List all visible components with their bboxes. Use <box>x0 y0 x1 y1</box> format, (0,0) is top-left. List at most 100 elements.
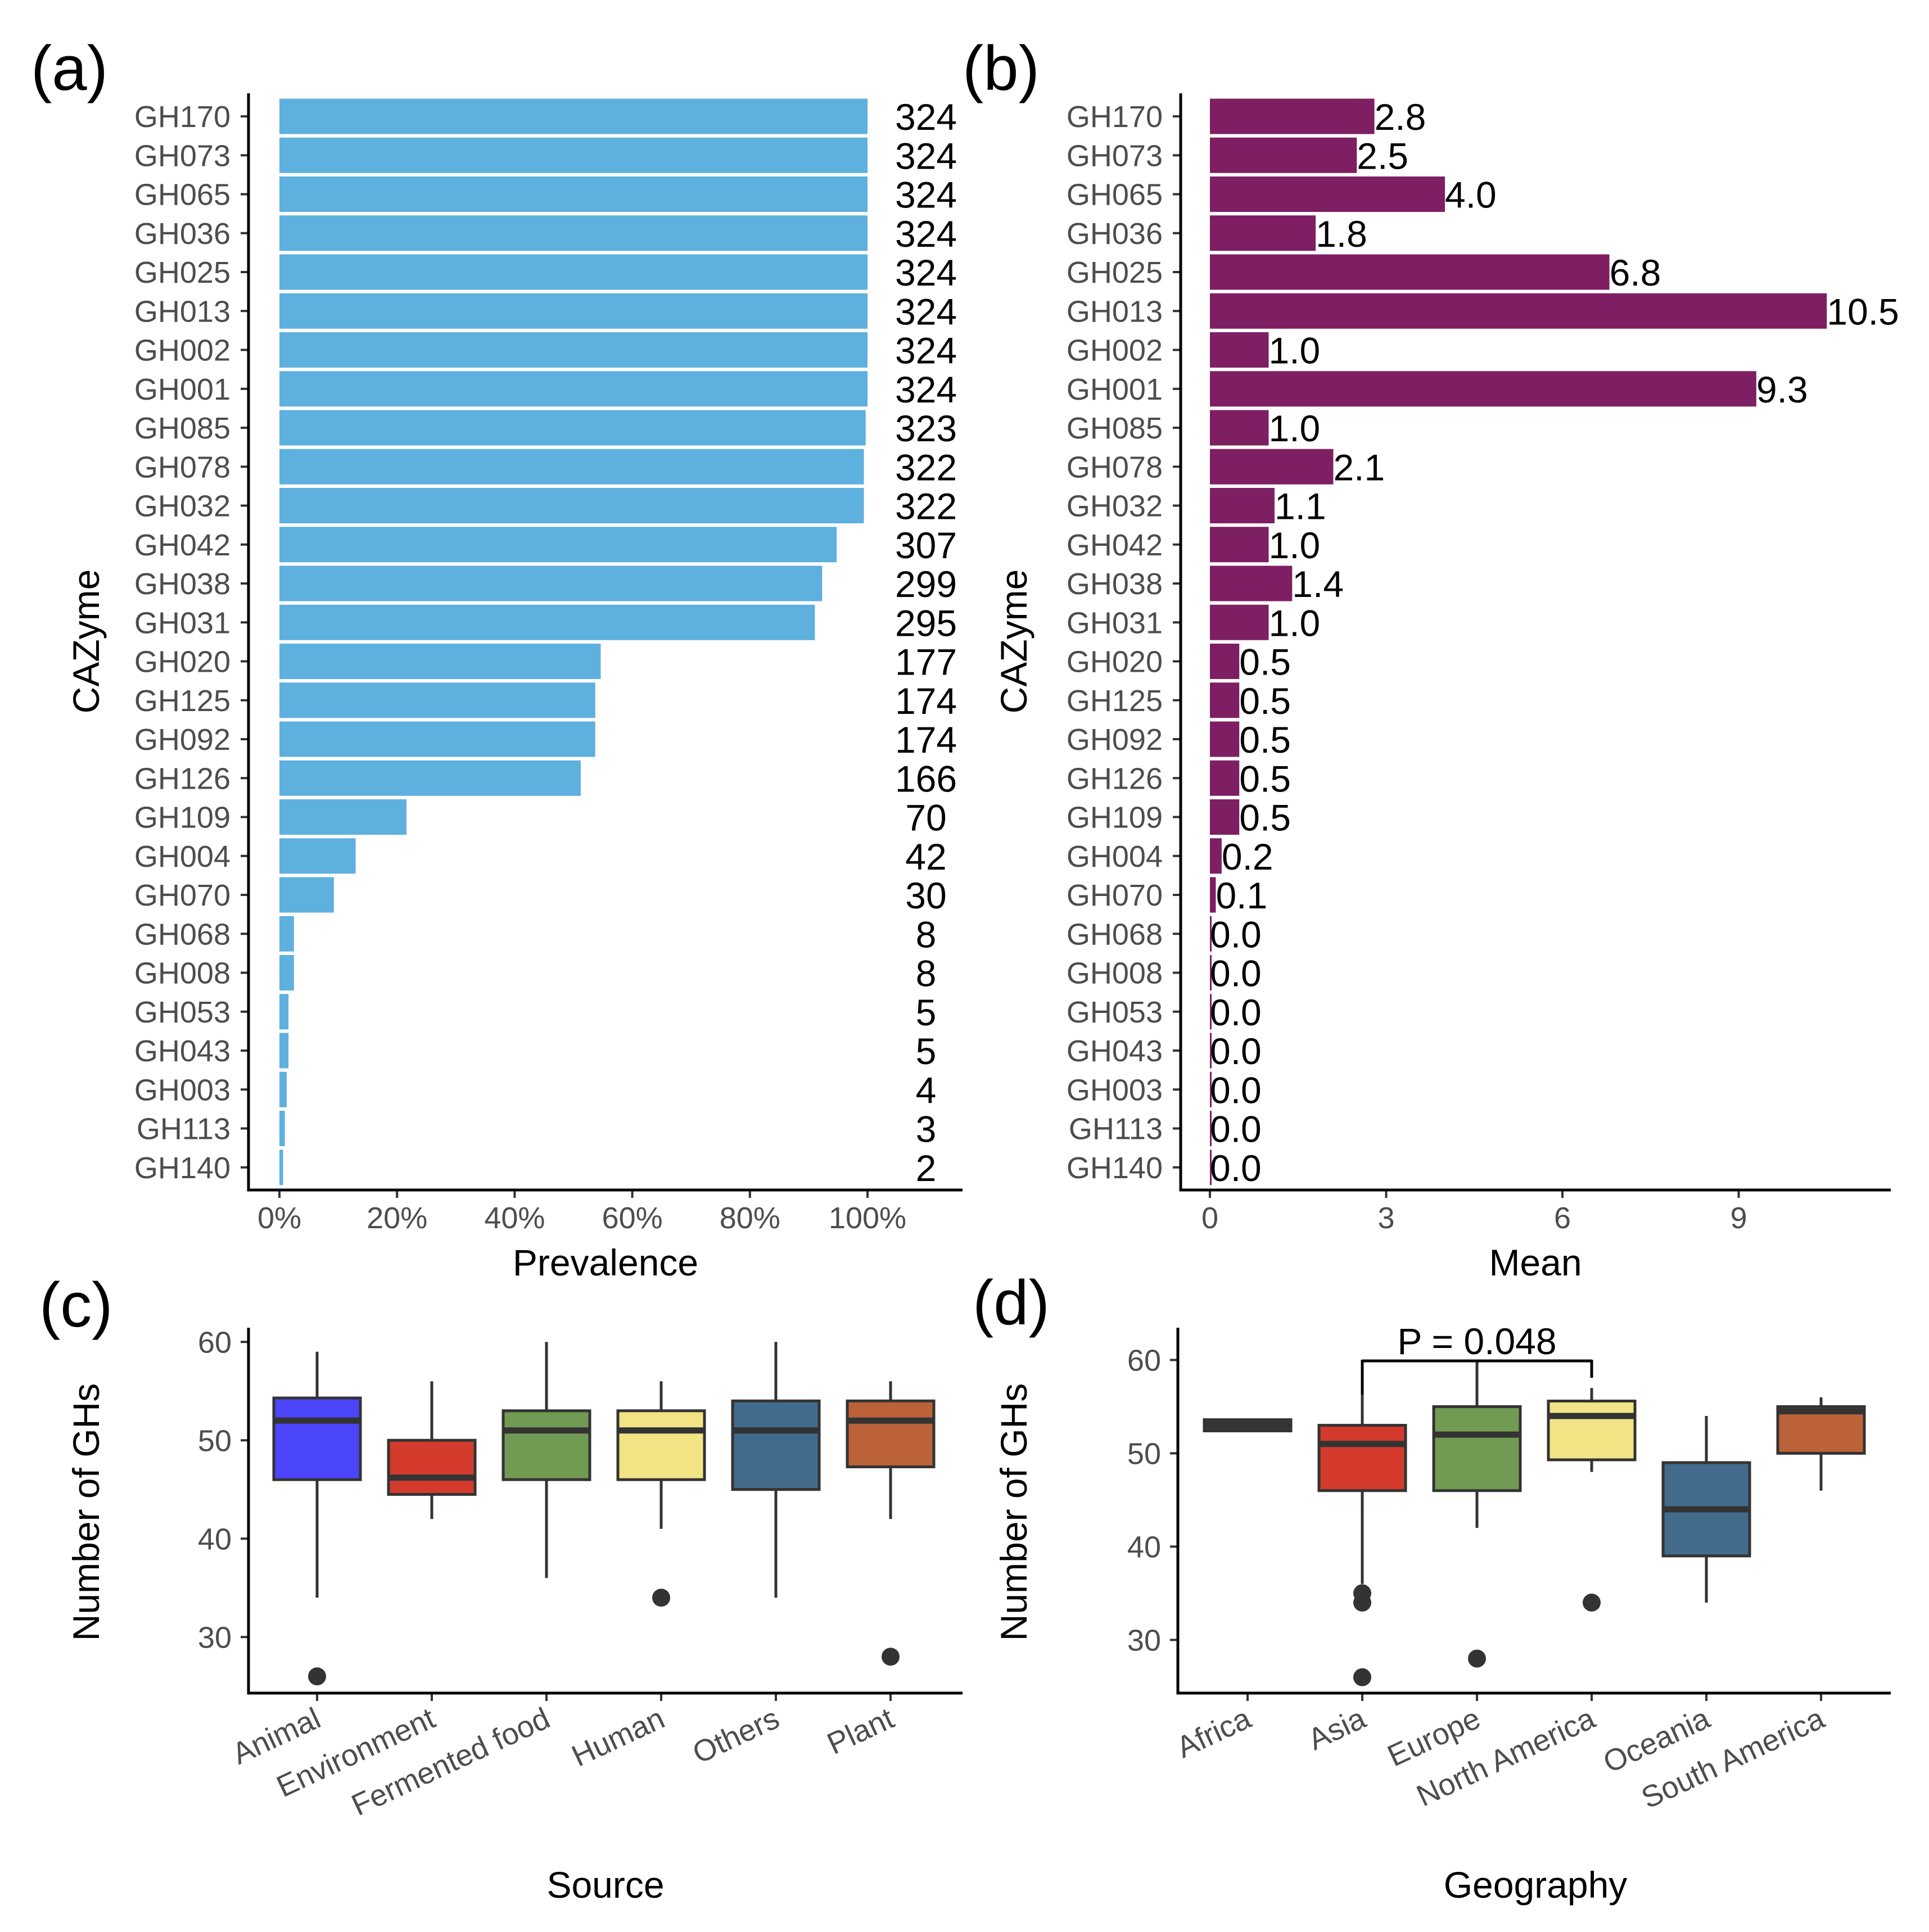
prevalence-ytick-label-gh092: GH092 <box>134 723 231 757</box>
prevalence-bar-gh020 <box>279 644 601 679</box>
prevalence-bar-gh125 <box>279 682 595 718</box>
p-value-bracket: P = 0.048 <box>1361 1320 1593 1395</box>
mean-ytick-label-gh043: GH043 <box>1067 1034 1163 1068</box>
prevalence-ytick-label-gh053: GH053 <box>134 996 231 1029</box>
panel-a: (a) 324324324324324324324324323322322307… <box>31 33 963 1283</box>
prevalence-ytick-label-gh031: GH031 <box>134 606 231 640</box>
prevalence-bar-gh003 <box>279 1071 287 1107</box>
source-fermented-food-xtick-label: Fermented food <box>346 1701 555 1822</box>
prevalence-value-gh032: 322 <box>895 486 957 527</box>
mean-ytick-label-gh140: GH140 <box>1067 1151 1163 1185</box>
geography-boxplots <box>1203 1360 1866 1686</box>
prevalence-xtick-label-1: 20% <box>367 1201 427 1235</box>
source-others-xtick-label: Others <box>688 1701 784 1770</box>
mean-ytick-label-gh013: GH013 <box>1067 295 1163 328</box>
prevalence-ytick-label-gh073: GH073 <box>134 139 231 173</box>
panel-label-b: (b) <box>963 33 1040 103</box>
prevalence-xtick-label-2: 40% <box>484 1201 545 1235</box>
source-environment-box <box>387 1438 477 1496</box>
prevalence-bar-gh109 <box>279 799 406 835</box>
source-animal-box <box>272 1396 362 1481</box>
mean-bar-gh002 <box>1210 332 1269 368</box>
prevalence-bar-gh043 <box>279 1033 289 1069</box>
mean-xtick-label-3: 9 <box>1730 1201 1747 1235</box>
prevalence-value-gh068: 8 <box>916 913 937 955</box>
mean-ytick-label-gh002: GH002 <box>1067 334 1163 368</box>
prevalence-ytick-label-gh038: GH038 <box>134 567 231 601</box>
mean-ytick-label-gh068: GH068 <box>1067 917 1163 951</box>
source-x-axis-title: Source <box>546 1864 664 1906</box>
mean-xtick-label-2: 6 <box>1554 1201 1571 1235</box>
mean-ytick-label-gh008: GH008 <box>1067 957 1163 990</box>
prevalence-value-gh036: 324 <box>895 213 957 255</box>
prevalence-ytick-label-gh070: GH070 <box>134 879 231 912</box>
mean-bar-gh038 <box>1210 565 1293 601</box>
mean-value-gh068: 0.0 <box>1210 913 1262 955</box>
prevalence-value-gh140: 2 <box>916 1147 937 1189</box>
mean-ytick-label-gh036: GH036 <box>1067 217 1163 251</box>
mean-value-labels: 2.82.54.01.86.810.51.09.31.02.11.11.01.4… <box>1210 96 1899 1189</box>
prevalence-bar-gh004 <box>279 838 356 874</box>
prevalence-ytick-label-gh002: GH002 <box>134 334 231 368</box>
prevalence-x-ticks: 0% 20% 40% 60% 80% 100% <box>257 1190 906 1235</box>
source-y-axis-title: Number of GHs <box>65 1383 107 1641</box>
mean-axes <box>1179 93 1891 1192</box>
geography-ytick-label-50: 50 <box>1127 1437 1161 1471</box>
mean-ytick-label-gh032: GH032 <box>1067 490 1163 523</box>
prevalence-ytick-label-gh113: GH113 <box>137 1112 231 1146</box>
source-fermented-food-box <box>502 1409 591 1481</box>
geography-ytick-label-30: 30 <box>1127 1623 1161 1657</box>
prevalence-bar-gh013 <box>279 293 868 329</box>
prevalence-bar-gh092 <box>279 721 595 757</box>
mean-value-gh036: 1.8 <box>1316 213 1367 255</box>
prevalence-bar-gh025 <box>279 254 868 290</box>
prevalence-xtick-label-5: 100% <box>829 1201 906 1235</box>
prevalence-value-gh043: 5 <box>916 1030 937 1072</box>
prevalence-value-gh008: 8 <box>916 953 937 994</box>
prevalence-x-axis-title: Prevalence <box>513 1242 698 1283</box>
geography-asia-outlier-1 <box>1353 1593 1371 1612</box>
mean-bar-gh043 <box>1210 1033 1212 1069</box>
source-axes <box>247 1328 963 1695</box>
mean-bar-gh113 <box>1210 1111 1212 1146</box>
source-boxplots <box>272 1342 936 1686</box>
prevalence-xtick-label-0: 0% <box>257 1201 301 1235</box>
prevalence-value-gh109: 70 <box>905 797 946 839</box>
prevalence-ytick-label-gh025: GH025 <box>134 256 231 289</box>
prevalence-value-gh013: 324 <box>895 291 957 332</box>
geography-north-america-outlier-0 <box>1583 1593 1601 1612</box>
prevalence-value-gh004: 42 <box>905 836 946 877</box>
source-plant-box <box>846 1399 936 1468</box>
prevalence-value-gh020: 177 <box>895 641 957 683</box>
prevalence-ytick-label-gh109: GH109 <box>134 801 231 835</box>
mean-bar-gh042 <box>1210 527 1269 563</box>
geography-europe-outlier-0 <box>1468 1649 1486 1668</box>
mean-bar-gh020 <box>1210 644 1240 679</box>
prevalence-bar-gh126 <box>279 760 581 796</box>
mean-bar-gh008 <box>1210 955 1212 990</box>
prevalence-value-gh025: 324 <box>895 252 957 293</box>
geography-axes <box>1176 1328 1891 1695</box>
prevalence-bar-gh068 <box>279 916 294 952</box>
panel-c: (c) 30 40 50 60 AnimalEnvironmentFermented … <box>39 1270 963 1906</box>
prevalence-value-gh053: 5 <box>916 992 937 1033</box>
prevalence-ytick-label-gh008: GH008 <box>134 957 231 990</box>
mean-ytick-label-gh020: GH020 <box>1067 645 1163 679</box>
mean-bar-gh085 <box>1210 410 1269 446</box>
mean-bar-gh068 <box>1210 916 1212 952</box>
mean-xtick-label-0: 0 <box>1201 1201 1218 1235</box>
prevalence-ytick-label-gh126: GH126 <box>134 762 231 795</box>
mean-ytick-label-gh078: GH078 <box>1067 450 1163 484</box>
prevalence-bar-gh070 <box>279 877 334 913</box>
mean-ytick-label-gh001: GH001 <box>1067 373 1163 406</box>
prevalence-bar-gh038 <box>279 565 823 601</box>
prevalence-y-ticks: GH170 GH073 GH065 GH036 GH025 GH013 GH002 GH001… <box>134 100 249 1185</box>
mean-bar-gh092 <box>1210 721 1240 757</box>
mean-ytick-label-gh065: GH065 <box>1067 178 1163 212</box>
mean-value-gh070: 0.1 <box>1216 875 1267 916</box>
mean-value-gh025: 6.8 <box>1610 252 1661 293</box>
mean-value-gh032: 1.1 <box>1275 486 1326 527</box>
panel-b: (b) 2.82.54.01.86.810.51.09.31.02.11.11.… <box>963 33 1899 1283</box>
